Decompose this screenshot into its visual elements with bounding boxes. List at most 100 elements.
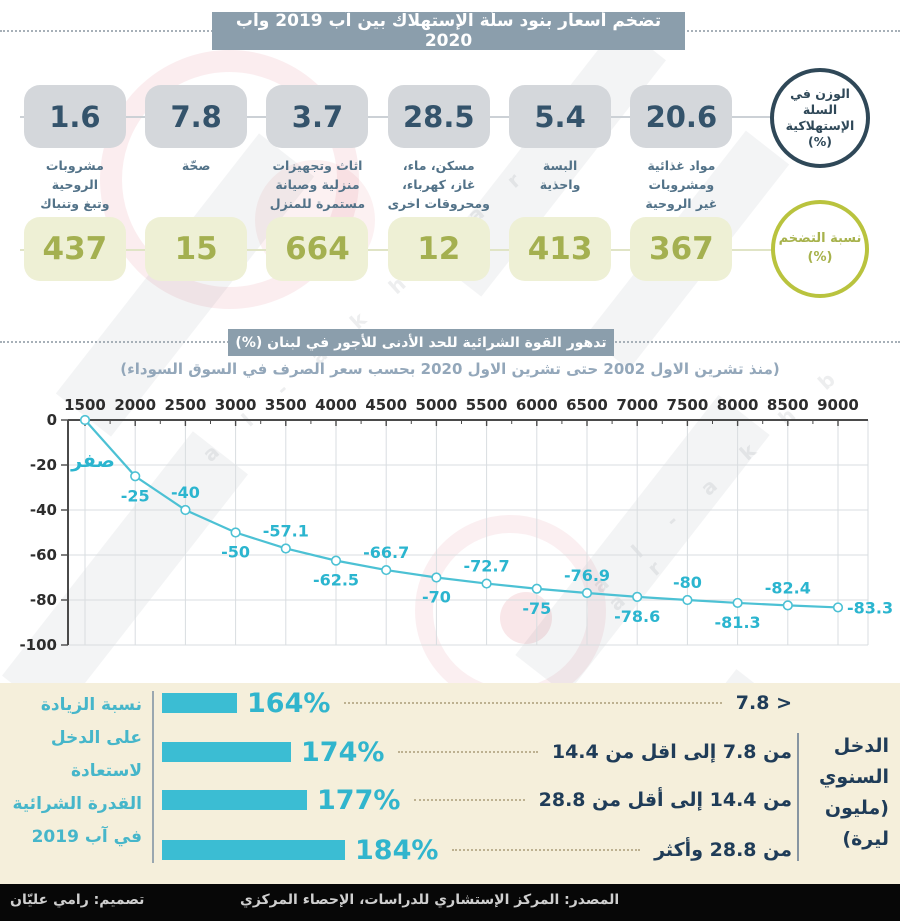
income-axis-label: الدخل السنوي (مليون ليرة) — [803, 731, 889, 855]
weight-value-box: 3.7 — [266, 85, 369, 148]
basket-column: 20.6 مواد غذائية ومشروبات غير الروحية 367 — [621, 85, 742, 281]
basket-item-label: مسكن، ماء، غاز، كهرباء، ومحروقات اخرى — [387, 158, 490, 211]
svg-text:7000: 7000 — [616, 396, 658, 414]
svg-text:-40: -40 — [171, 483, 200, 502]
weight-circle-line: السلة — [802, 101, 838, 117]
basket-item-label: مشروبات الروحية وتبغ وتنباك — [40, 158, 110, 211]
svg-text:-70: -70 — [422, 588, 451, 607]
income-axis-line — [797, 733, 799, 861]
section2-title: تدهور القوة الشرائية للحد الأدنى للأجور … — [228, 329, 614, 356]
svg-text:-76.9: -76.9 — [564, 566, 610, 585]
svg-text:-80: -80 — [673, 573, 702, 592]
basket-item-label: البسة واحذية — [539, 158, 581, 192]
svg-text:6000: 6000 — [516, 396, 558, 414]
design-credit: تصميم: رامي عليّان — [10, 892, 145, 908]
svg-text:2500: 2500 — [165, 396, 207, 414]
increase-label-line: نسبة الزيادة — [40, 695, 142, 715]
basket-column: 7.8 صحّة 15 — [136, 85, 257, 281]
svg-text:5500: 5500 — [466, 396, 508, 414]
income-range-label: 7.8 > — [735, 692, 792, 714]
basket-column: 28.5 مسكن، ماء، غاز، كهرباء، ومحروقات اخر… — [378, 85, 499, 281]
svg-text:صفر: صفر — [70, 450, 115, 472]
weight-value-box: 20.6 — [630, 85, 733, 148]
increase-percent-label: 174% — [301, 736, 385, 768]
increase-label-line: على الدخل — [50, 728, 142, 748]
increase-percent-label: 184% — [355, 834, 439, 866]
income-axis-label-line: السنوي — [818, 766, 889, 788]
svg-text:9000: 9000 — [817, 396, 859, 414]
inflation-value-box: 15 — [145, 217, 248, 281]
inflation-value-box: 413 — [509, 217, 612, 281]
increase-percent-label: 177% — [317, 784, 401, 816]
svg-text:-82.4: -82.4 — [765, 578, 811, 597]
income-range-label: من 7.8 إلى اقل من 14.4 — [551, 741, 792, 763]
income-range-label: من 14.4 إلى أقل من 28.8 — [538, 789, 792, 811]
svg-text:4000: 4000 — [315, 396, 357, 414]
inflation-value-box: 437 — [23, 217, 126, 281]
svg-text:3500: 3500 — [265, 396, 307, 414]
leader-dotted-line — [414, 799, 525, 801]
leader-dotted-line — [344, 702, 722, 704]
leader-dotted-line — [452, 849, 641, 851]
svg-text:-83.3: -83.3 — [847, 598, 893, 617]
weight-value-box: 1.6 — [23, 85, 126, 148]
increase-percent-label: 164% — [247, 687, 331, 719]
svg-text:4500: 4500 — [365, 396, 407, 414]
weight-circle-line: الإستهلاكية — [785, 118, 855, 133]
increase-bar — [162, 742, 291, 762]
inflation-value-box: 12 — [387, 217, 490, 281]
svg-text:1500: 1500 — [64, 396, 106, 414]
income-range-label: من 28.8 وأكثر — [654, 839, 792, 861]
svg-text:2000: 2000 — [114, 396, 156, 414]
svg-text:-80: -80 — [30, 591, 57, 609]
income-panel: نسبة الزيادة على الدخل لاستعادة القدرة ا… — [0, 683, 900, 884]
basket-column: 5.4 البسة واحذية 413 — [499, 85, 620, 281]
basket-column: 3.7 اثاث وتجهيزات منزلية وصيانة مستمرة لل… — [257, 85, 378, 281]
income-axis-label-line: (مليون — [824, 797, 889, 819]
svg-text:-75: -75 — [522, 599, 551, 618]
increase-label-line: في آب 2019 — [31, 827, 142, 847]
basket-column: 1.6 مشروبات الروحية وتبغ وتنباك 437 — [14, 85, 135, 281]
purchasing-power-line-chart: 1500 2000 2500 3000 3500 4000 4500 5000 5500 6000… — [0, 392, 900, 684]
income-row: 164% 7.8 > — [162, 686, 792, 720]
svg-text:-57.1: -57.1 — [263, 521, 309, 540]
basket-columns: 20.6 مواد غذائية ومشروبات غير الروحية 367 5… — [14, 85, 742, 281]
basket-item-label: اثاث وتجهيزات منزلية وصيانة مستمرة للمنز… — [269, 158, 366, 211]
svg-text:-62.5: -62.5 — [313, 571, 359, 590]
svg-text:-40: -40 — [30, 501, 57, 519]
inflation-value-box: 664 — [266, 217, 369, 281]
svg-text:0: 0 — [47, 411, 57, 429]
inflation-circle-line: (%) — [807, 250, 833, 265]
svg-text:-78.6: -78.6 — [614, 607, 660, 626]
weight-value-box: 28.5 — [387, 85, 490, 148]
increase-label-line: لاستعادة — [70, 761, 142, 781]
svg-text:-60: -60 — [30, 546, 57, 564]
weight-circle: الوزن في السلة الإستهلاكية (%) — [770, 68, 870, 168]
income-row: 184% من 28.8 وأكثر — [162, 833, 792, 867]
weight-circle-line: (%) — [808, 134, 832, 150]
inflation-circle-line: نسبة التضخم — [778, 231, 862, 247]
bars-axis-line — [152, 691, 154, 863]
inflation-circle: نسبة التضخم (%) — [771, 200, 869, 298]
weight-value-box: 5.4 — [509, 85, 612, 148]
svg-text:5000: 5000 — [416, 396, 458, 414]
increase-axis-label: نسبة الزيادة على الدخل لاستعادة القدرة ا… — [10, 689, 142, 854]
increase-bar — [162, 840, 345, 860]
basket-item-label: مواد غذائية ومشروبات غير الروحية — [645, 158, 718, 211]
svg-text:-50: -50 — [221, 543, 250, 562]
svg-text:7500: 7500 — [667, 396, 709, 414]
income-rows: 164% 7.8 > 174% من 7.8 إلى اقل من 14.4 177% م… — [162, 683, 792, 884]
svg-text:-100: -100 — [19, 636, 57, 654]
svg-text:-25: -25 — [121, 486, 150, 505]
svg-text:8500: 8500 — [767, 396, 809, 414]
source-credit: المصدر: المركز الإستشاري للدراسات، الإحص… — [240, 892, 620, 908]
section1-title: تضخم أسعار بنود سلّة الإستهلاك بين آب 20… — [212, 11, 685, 51]
basket-item-label: صحّة — [181, 158, 211, 173]
income-row: 174% من 7.8 إلى اقل من 14.4 — [162, 735, 792, 769]
leader-dotted-line — [398, 751, 538, 753]
income-axis-label-line: ليرة) — [842, 828, 889, 850]
svg-text:-20: -20 — [30, 456, 57, 474]
increase-bar — [162, 693, 237, 713]
svg-text:8000: 8000 — [717, 396, 759, 414]
